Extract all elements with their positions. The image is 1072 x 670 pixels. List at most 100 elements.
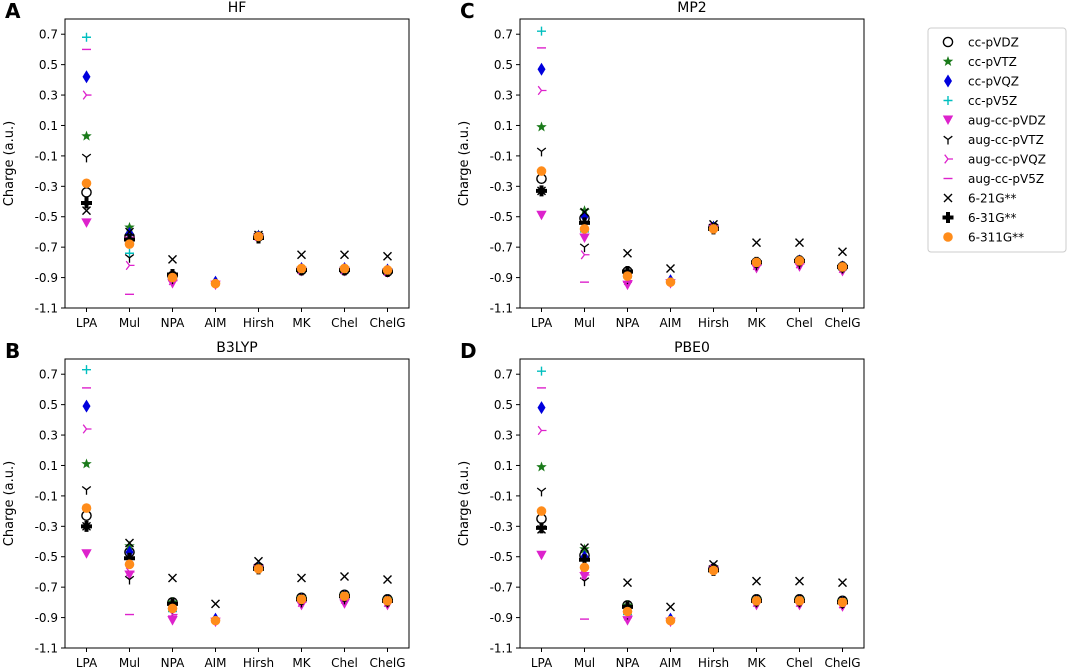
point-6-311g- — [210, 615, 221, 626]
point-6-311g- — [296, 594, 307, 605]
legend-item: aug-cc-pVDZ — [942, 114, 1046, 128]
panel-letter: A — [5, 0, 21, 23]
point-6-21g- — [297, 573, 306, 583]
point-cc-pvtz — [536, 121, 547, 132]
y-tick-label: -0.5 — [35, 550, 58, 564]
point-cc-pvtz — [81, 458, 92, 469]
y-tick-label: -0.1 — [490, 489, 513, 503]
point-6-311g- — [837, 262, 848, 272]
legend-label: 6-311G** — [968, 231, 1024, 245]
x-tick-label: Chel — [786, 316, 813, 330]
point-6-31g- — [579, 217, 590, 229]
point-6-21g- — [168, 573, 177, 583]
x-tick-label: LPA — [76, 656, 98, 670]
legend-box — [927, 27, 1067, 253]
x-tick-label: Chel — [786, 656, 813, 670]
point-6-31g- — [579, 554, 590, 566]
x-tick-label: LPA — [531, 656, 553, 670]
x-tick-label: LPA — [76, 316, 98, 330]
point-cc-pvqz — [82, 399, 91, 413]
point-6-21g- — [623, 248, 632, 258]
point-aug-cc-pvdz — [536, 210, 547, 221]
x-tick-label: ChelG — [825, 656, 861, 670]
legend-label: aug-cc-pVDZ — [968, 114, 1046, 128]
y-tick-label: -0.5 — [490, 210, 513, 224]
y-tick-label: 0.5 — [39, 398, 58, 412]
y-axis-label: Charge (a.u.) — [2, 121, 17, 206]
y-tick-label: 0.7 — [494, 368, 513, 382]
y-tick-label: 0.3 — [494, 89, 513, 103]
point-aug-cc-pvdz — [579, 233, 590, 244]
point-aug-cc-pvqz — [537, 425, 547, 436]
x-tick-label: MK — [747, 656, 766, 670]
legend-label: aug-cc-pVQZ — [968, 153, 1046, 167]
point-6-311g- — [124, 239, 135, 249]
x-tick-label: Mul — [574, 656, 595, 670]
point-6-311g- — [382, 596, 393, 606]
point-cc-pv5z — [82, 32, 91, 42]
point-aug-cc-pvtz — [579, 243, 590, 253]
point-aug-cc-pvtz — [81, 153, 92, 163]
y-tick-label: 0.5 — [39, 58, 58, 72]
point-6-21g- — [752, 238, 761, 248]
panel-b: B B3LYP 0.7 0.5 0.3 0.1 -0.1 -0.3 -0.5 -0.7 -0.9 -1… — [2, 339, 410, 670]
point-6-21g- — [666, 602, 675, 612]
point-6-21g- — [383, 575, 392, 585]
x-tick-label: ChelG — [370, 316, 406, 330]
panel-letter: B — [5, 339, 20, 363]
y-tick-label: 0.5 — [494, 58, 513, 72]
point-6-311g- — [536, 166, 547, 176]
point-aug-cc-pvqz — [82, 90, 92, 100]
point-aug-cc-pvqz — [125, 567, 135, 577]
point-6-21g- — [340, 250, 349, 260]
axes-frame — [519, 358, 865, 649]
point-aug-cc-pvdz — [81, 549, 92, 559]
legend-label: cc-pVQZ — [968, 75, 1019, 89]
panel-a: A HF 0.7 0.5 0.3 0.1 -0.1 -0.3 -0.5 -0.7 -0.9 -1.1 L… — [2, 0, 410, 330]
legend-label: 6-21G** — [968, 192, 1017, 206]
point-6-311g- — [210, 278, 221, 289]
y-tick-label: -0.3 — [35, 520, 58, 534]
point-6-311g- — [708, 224, 719, 234]
y-tick-label: 0.7 — [39, 368, 58, 382]
y-tick-label: -1.1 — [35, 302, 58, 316]
y-tick-label: -0.7 — [35, 241, 58, 255]
x-tick-label: NPA — [616, 656, 640, 670]
point-6-21g- — [254, 556, 263, 566]
legend-label: aug-cc-pVTZ — [968, 133, 1044, 147]
point-cc-pvtz — [579, 543, 590, 554]
x-tick-label: ChelG — [370, 656, 406, 670]
point-6-31g- — [81, 197, 92, 209]
x-tick-label: NPA — [616, 316, 640, 330]
point-6-311g- — [124, 559, 135, 570]
x-tick-label: MK — [747, 316, 766, 330]
point-6-311g- — [339, 591, 350, 602]
point-6-21g- — [340, 572, 349, 582]
x-tick-label: MK — [292, 316, 311, 330]
point-6-311g- — [751, 257, 762, 268]
y-tick-label: -0.1 — [35, 489, 58, 503]
point-cc-pvtz — [81, 130, 92, 141]
point-aug-cc-pvtz — [124, 575, 135, 585]
y-tick-label: 0.7 — [39, 28, 58, 42]
y-axis-label: Charge (a.u.) — [457, 461, 472, 546]
panel-c: C MP2 0.7 0.5 0.3 0.1 -0.1 -0.3 -0.5 -0.7 -0.9 -1.1… — [457, 0, 865, 330]
point-6-21g- — [752, 576, 761, 586]
point-6-31g- — [81, 520, 92, 532]
point-6-311g- — [751, 596, 762, 606]
point-aug-cc-pvqz — [125, 260, 135, 271]
point-6-21g- — [795, 238, 804, 248]
legend-item: cc-pVTZ — [942, 55, 1017, 69]
point-6-311g- — [579, 224, 590, 234]
legend-marker — [942, 56, 954, 66]
y-tick-label: 0.1 — [494, 459, 513, 473]
panel-title: PBE0 — [674, 340, 710, 356]
point-6-311g- — [382, 265, 393, 275]
x-tick-label: Hirsh — [698, 316, 729, 330]
y-tick-label: -0.9 — [35, 271, 58, 285]
y-tick-label: -0.5 — [490, 550, 513, 564]
point-aug-cc-pvtz — [81, 485, 92, 495]
point-6-21g- — [666, 263, 675, 273]
panel-title: B3LYP — [216, 340, 257, 356]
point-6-311g- — [536, 506, 547, 516]
